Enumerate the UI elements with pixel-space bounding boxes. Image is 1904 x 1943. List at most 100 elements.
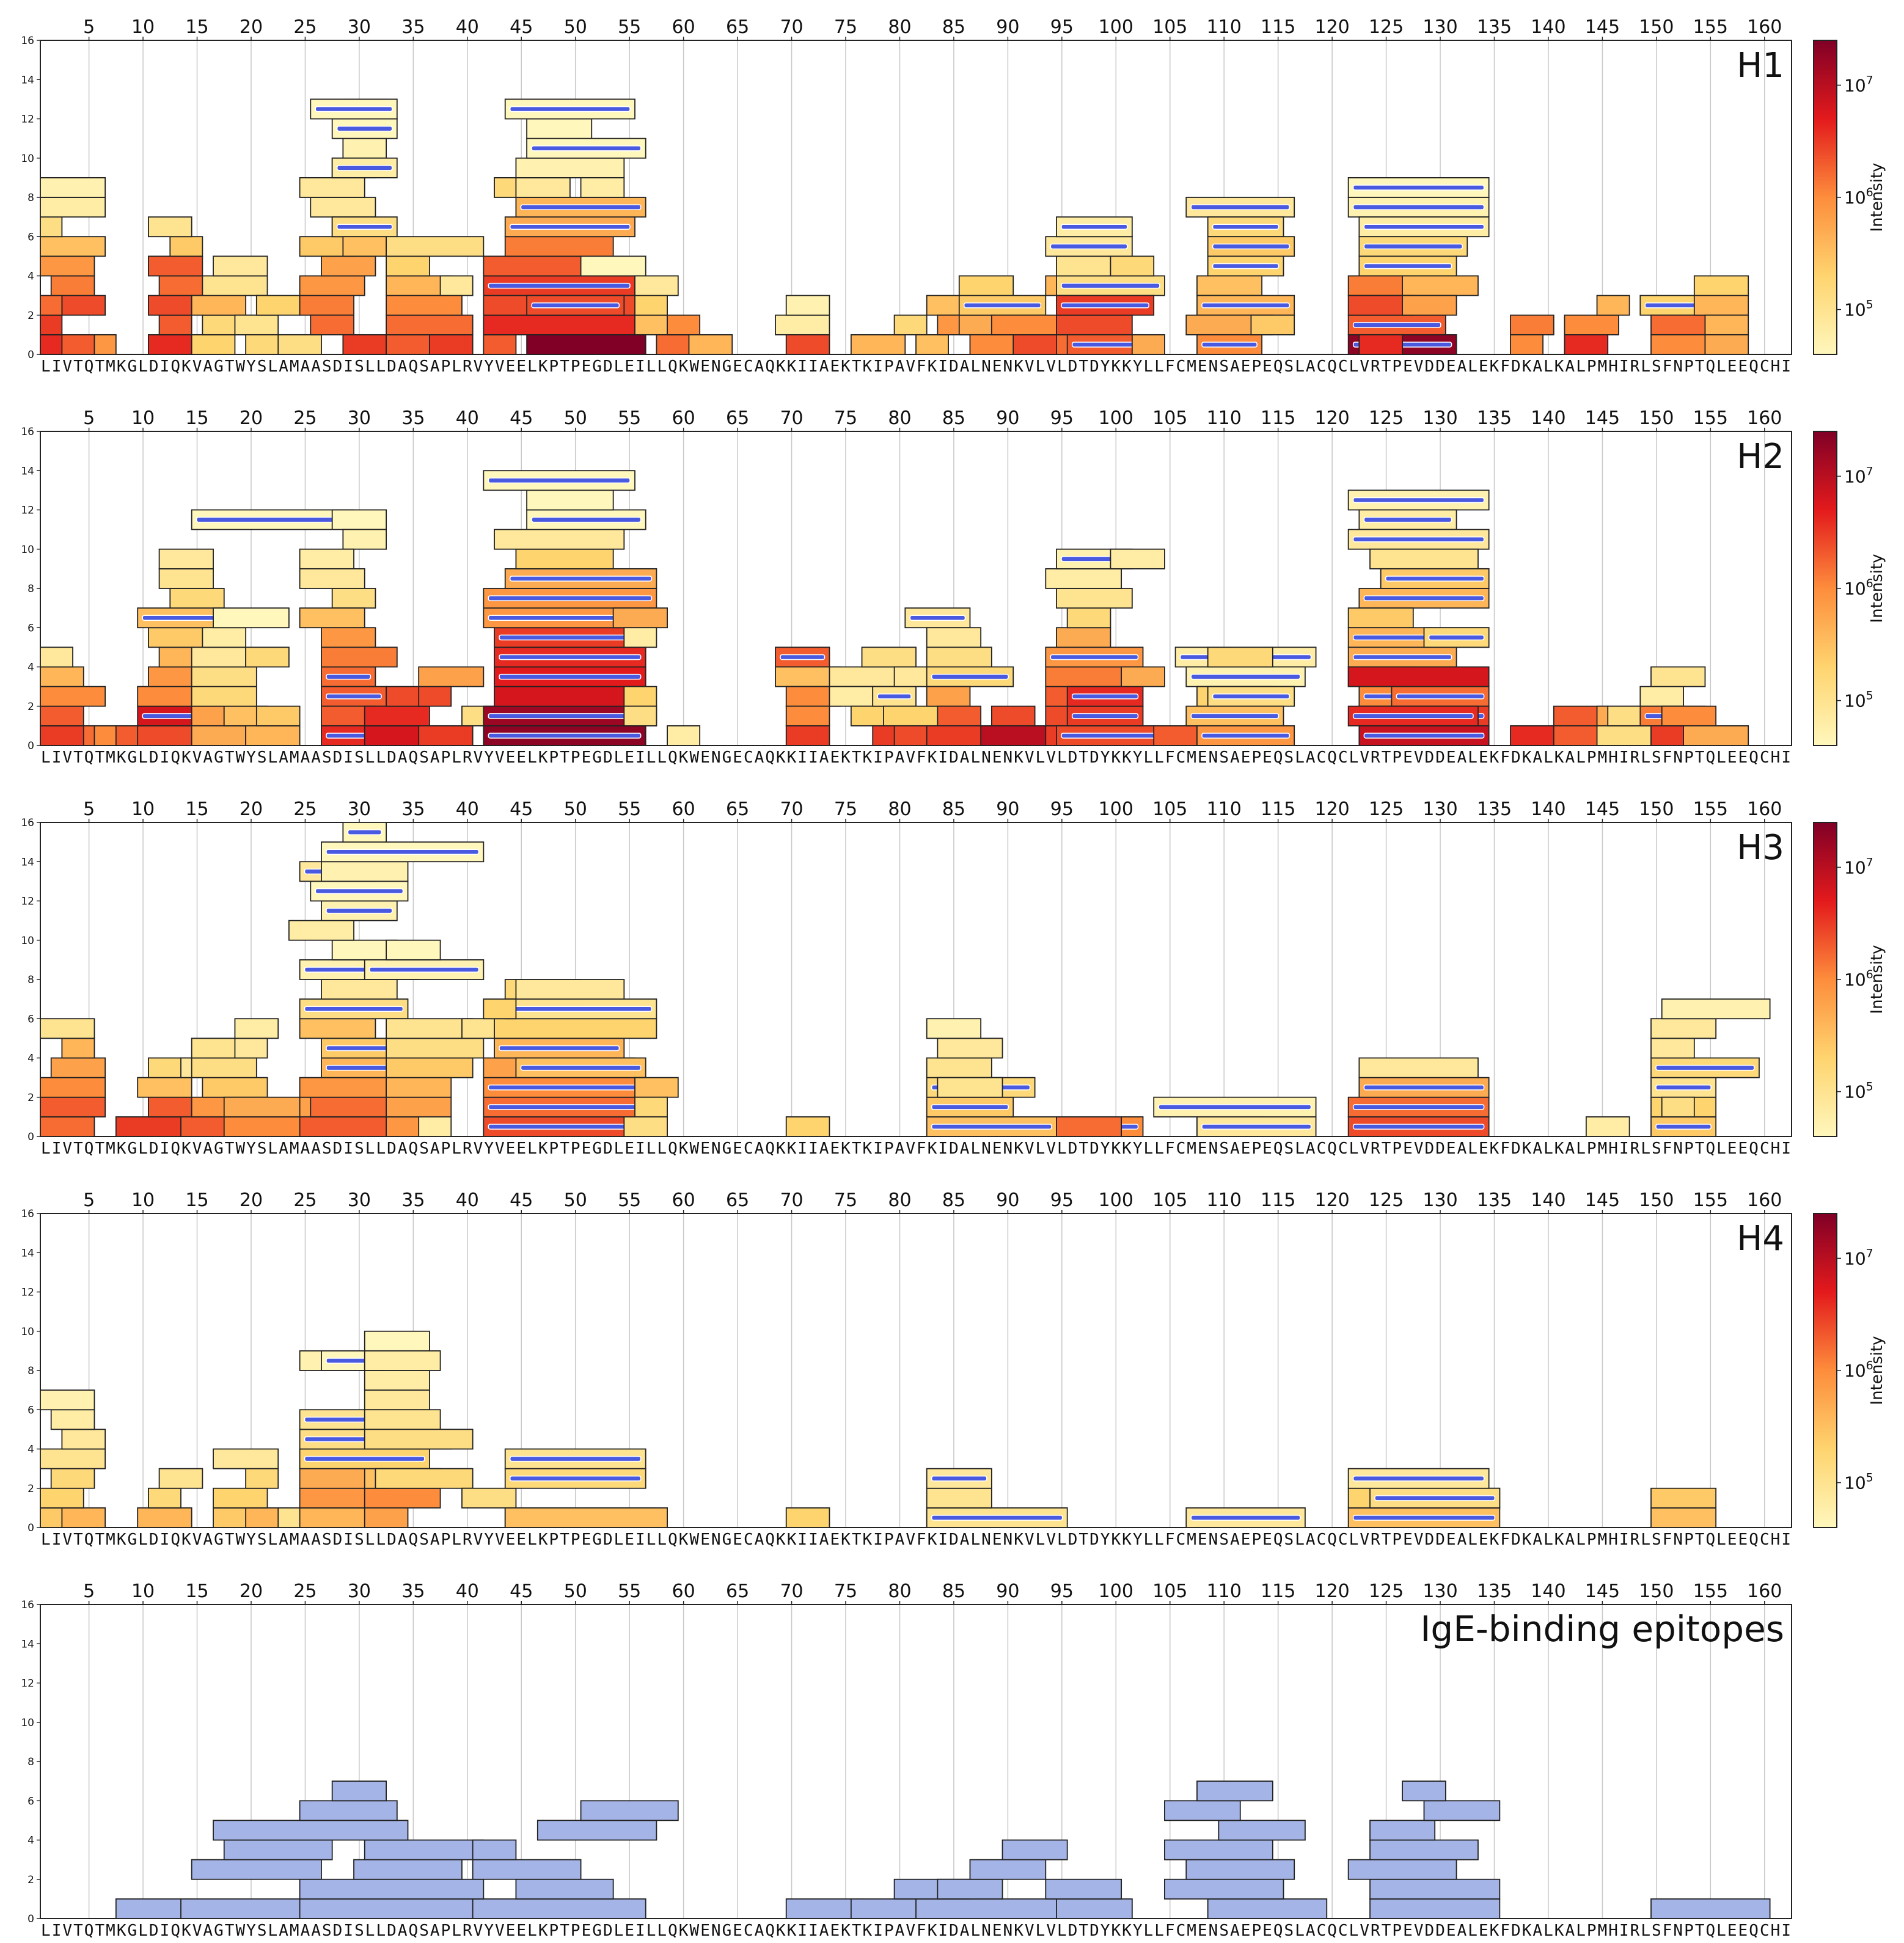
sequence-residue: Q <box>84 1140 94 1158</box>
peptide-bar <box>137 1077 192 1098</box>
sequence-residue: V <box>1360 357 1369 376</box>
sequence-residue: Q <box>170 1140 180 1158</box>
sequence-residue: L <box>138 357 148 376</box>
sequence-residue: A <box>819 1140 829 1158</box>
sequence-residue: I <box>343 1140 353 1158</box>
peptide-bar <box>137 1507 192 1528</box>
sequence-residue: C <box>1338 1922 1348 1940</box>
peptide-bar <box>1056 627 1111 648</box>
sequence-residue: R <box>1371 748 1380 767</box>
sequence-residue: K <box>1490 748 1499 767</box>
x-tick-label: 65 <box>726 408 749 429</box>
x-tick-label: 105 <box>1152 1190 1187 1211</box>
y-tick-label: 8 <box>27 583 34 595</box>
peptide-bar <box>1358 334 1404 355</box>
sequence-residue: A <box>1230 1140 1240 1158</box>
sequence-residue: A <box>895 1531 905 1549</box>
sequence-residue: E <box>1446 1922 1456 1940</box>
peptide-bar <box>50 1468 95 1489</box>
x-tick-label: 20 <box>240 408 263 429</box>
peptide-bar <box>364 1487 441 1509</box>
sequence-residue: S <box>1284 1922 1294 1940</box>
peptide-bar <box>364 1409 441 1430</box>
sequence-residue: A <box>311 748 321 767</box>
sequence-residue: D <box>149 1531 159 1549</box>
significant-marker <box>1396 693 1485 700</box>
y-tick-label: 4 <box>27 1835 34 1847</box>
peptide-bar <box>515 979 625 1000</box>
sequence-residue: E <box>992 1140 1002 1158</box>
sequence-residue: S <box>354 357 364 376</box>
sequence-residue: H <box>1771 748 1781 767</box>
sequence-residue: Q <box>170 1922 180 1940</box>
sequence-residue: A <box>960 1140 970 1158</box>
x-tick-label: 115 <box>1261 1581 1295 1602</box>
peptide-bar <box>61 334 95 355</box>
sequence-residue: L <box>1543 1140 1553 1158</box>
sequence-residue: E <box>830 1922 840 1940</box>
sequence-residue: K <box>1522 748 1532 767</box>
sequence-residue: K <box>538 1922 548 1940</box>
sequence-residue: S <box>1652 1531 1661 1549</box>
peptide-bar <box>1056 255 1111 277</box>
sequence-residue: E <box>1403 1140 1413 1158</box>
sequence-residue: L <box>1641 1922 1650 1940</box>
sequence-residue: K <box>928 1922 937 1940</box>
x-tick-label: 100 <box>1099 1581 1133 1602</box>
significant-marker <box>531 302 620 309</box>
sequence-residue: D <box>1068 1140 1078 1158</box>
sequence-residue: Q <box>84 748 94 767</box>
peptide-bar <box>418 666 485 687</box>
sequence-residue: D <box>1435 357 1445 376</box>
epitope-bar <box>536 1820 657 1841</box>
peptide-bar <box>158 1468 203 1489</box>
sequence-residue: S <box>354 748 364 767</box>
peptide-bar <box>299 1116 398 1137</box>
sequence-residue: G <box>592 357 602 376</box>
significant-marker <box>1212 263 1280 269</box>
sequence-residue: Y <box>484 1922 494 1940</box>
significant-marker <box>1190 1515 1301 1521</box>
significant-marker <box>1363 263 1452 269</box>
peptide-bar <box>364 1389 430 1411</box>
sequence-residue: F <box>1500 748 1510 767</box>
peptide-bar <box>148 627 203 648</box>
sequence-residue: E <box>516 1531 526 1549</box>
y-tick-label: 16 <box>21 1599 34 1611</box>
sequence-residue: E <box>830 1531 840 1549</box>
sequence-residue: I <box>938 1531 948 1549</box>
x-tick-label: 10 <box>131 799 155 820</box>
y-tick-label: 8 <box>27 1365 34 1377</box>
sequence-residue: K <box>1522 357 1532 376</box>
peptide-bar <box>342 137 387 159</box>
sequence-residue: P <box>441 1922 451 1940</box>
epitope-bar <box>1045 1878 1122 1900</box>
x-tick-label: 35 <box>401 16 425 38</box>
significant-marker <box>1363 595 1485 601</box>
sequence-residue: A <box>960 1531 970 1549</box>
significant-marker <box>1158 1104 1312 1110</box>
sequence-residue: K <box>117 748 126 767</box>
peptide-bar <box>245 725 301 746</box>
y-tick-label: 0 <box>27 1522 34 1534</box>
sequence-residue: Y <box>246 748 256 767</box>
epitope-bar <box>1164 1878 1284 1900</box>
y-tick-label: 4 <box>27 662 34 674</box>
peptide-bar <box>386 295 463 316</box>
epitope-bar <box>1369 1820 1436 1841</box>
sequence-residue: P <box>441 357 451 376</box>
x-tick-label: 10 <box>131 1190 155 1211</box>
peptide-bar <box>1510 334 1543 355</box>
sequence-residue: V <box>62 1531 72 1549</box>
peptide-bar <box>623 627 657 648</box>
peptide-bar <box>667 314 701 335</box>
sequence-residue: V <box>1414 357 1424 376</box>
significant-marker <box>336 125 393 132</box>
x-tick-label: 135 <box>1477 799 1512 820</box>
peptide-bar <box>990 705 1036 726</box>
sequence-residue: E <box>1479 357 1488 376</box>
sequence-residue: A <box>203 1531 213 1549</box>
peptide-bar <box>202 627 247 648</box>
x-tick-label: 115 <box>1261 1190 1295 1211</box>
sequence-residue: F <box>1500 1140 1510 1158</box>
